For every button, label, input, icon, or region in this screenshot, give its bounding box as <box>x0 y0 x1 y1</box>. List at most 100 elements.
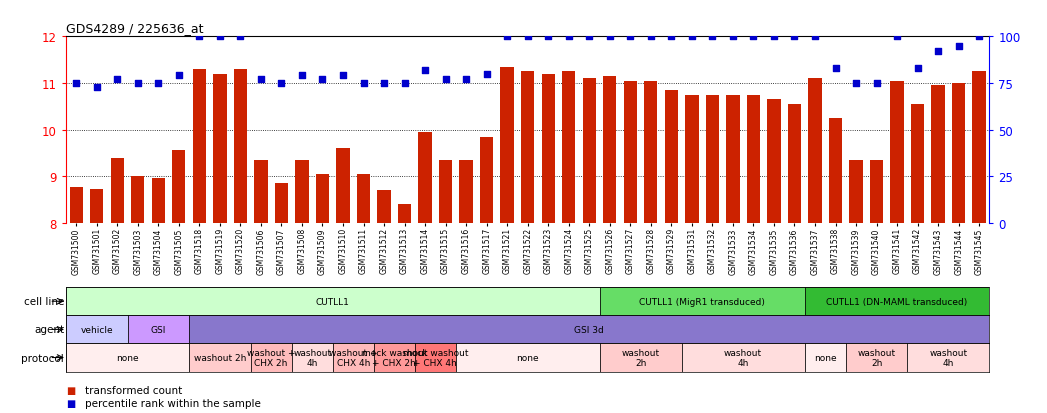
Bar <box>603 77 617 223</box>
Bar <box>908 344 989 372</box>
Bar <box>292 344 333 372</box>
Point <box>930 49 946 55</box>
Text: none: none <box>814 353 837 362</box>
Text: washout
4h: washout 4h <box>293 348 331 367</box>
Point <box>191 34 207 40</box>
Point <box>498 34 515 40</box>
Text: washout +
CHX 2h: washout + CHX 2h <box>247 348 295 367</box>
Point <box>786 34 803 40</box>
Bar <box>624 81 637 223</box>
Point <box>68 81 85 87</box>
Bar <box>952 84 965 223</box>
Bar <box>415 344 455 372</box>
Bar <box>254 161 268 223</box>
Text: washout
4h: washout 4h <box>930 348 967 367</box>
Text: washout
4h: washout 4h <box>725 348 762 367</box>
Bar <box>90 190 104 223</box>
Point <box>745 34 762 40</box>
Point <box>643 34 660 40</box>
Point <box>109 77 126 83</box>
Bar <box>805 344 846 372</box>
Text: percentile rank within the sample: percentile rank within the sample <box>85 398 261 408</box>
Bar <box>66 316 128 344</box>
Bar <box>295 161 309 223</box>
Bar <box>706 95 719 223</box>
Point <box>765 34 782 40</box>
Point <box>273 81 290 87</box>
Bar <box>600 344 682 372</box>
Point <box>171 73 187 80</box>
Text: CUTLL1 (DN-MAML transduced): CUTLL1 (DN-MAML transduced) <box>826 297 967 306</box>
Bar <box>932 86 944 223</box>
Text: GDS4289 / 225636_at: GDS4289 / 225636_at <box>66 21 203 35</box>
Point <box>376 81 393 87</box>
Point <box>519 34 536 40</box>
Bar <box>274 184 288 223</box>
Bar <box>455 344 600 372</box>
Point <box>355 81 372 87</box>
Text: vehicle: vehicle <box>81 325 113 334</box>
Text: agent: agent <box>34 325 64 335</box>
Bar <box>846 344 908 372</box>
Text: GSI: GSI <box>151 325 166 334</box>
Text: none: none <box>116 353 139 362</box>
Bar <box>829 119 842 223</box>
Bar <box>973 72 986 223</box>
Point <box>827 66 844 72</box>
Point <box>130 81 147 87</box>
Bar <box>316 175 329 223</box>
Bar <box>747 95 760 223</box>
Bar <box>190 344 250 372</box>
Bar <box>233 70 247 223</box>
Point <box>684 34 700 40</box>
Text: mock washout
+ CHX 4h: mock washout + CHX 4h <box>403 348 468 367</box>
Point <box>704 34 720 40</box>
Text: ■: ■ <box>66 398 75 408</box>
Bar <box>131 177 144 223</box>
Text: transformed count: transformed count <box>85 385 182 395</box>
Text: none: none <box>516 353 539 362</box>
Point <box>581 34 598 40</box>
Text: CUTLL1: CUTLL1 <box>316 297 350 306</box>
Bar <box>377 191 391 223</box>
Bar <box>398 205 411 223</box>
Text: mock washout
+ CHX 2h: mock washout + CHX 2h <box>361 348 427 367</box>
Point <box>560 34 577 40</box>
Bar <box>541 74 555 223</box>
Text: cell line: cell line <box>24 297 64 306</box>
Bar <box>193 70 206 223</box>
Text: CUTLL1 (MigR1 transduced): CUTLL1 (MigR1 transduced) <box>639 297 765 306</box>
Bar <box>66 344 190 372</box>
Bar <box>357 175 371 223</box>
Bar <box>727 95 739 223</box>
Point <box>150 81 166 87</box>
Bar <box>480 137 493 223</box>
Bar <box>890 81 904 223</box>
Bar <box>682 344 805 372</box>
Bar <box>767 100 781 223</box>
Point <box>293 73 310 80</box>
Text: washout +
CHX 4h: washout + CHX 4h <box>329 348 378 367</box>
Point <box>909 66 926 72</box>
Point <box>971 34 987 40</box>
Bar <box>521 72 534 223</box>
Bar <box>439 161 452 223</box>
Text: ■: ■ <box>66 385 75 395</box>
Bar <box>336 149 350 223</box>
Point <box>438 77 454 83</box>
Point <box>806 34 823 40</box>
Point <box>458 77 474 83</box>
Bar <box>600 287 805 316</box>
Bar <box>172 150 185 223</box>
Point <box>848 81 865 87</box>
Point <box>314 77 331 83</box>
Point <box>211 34 228 40</box>
Bar <box>374 344 415 372</box>
Text: washout 2h: washout 2h <box>194 353 246 362</box>
Text: washout
2h: washout 2h <box>622 348 660 367</box>
Point <box>252 77 269 83</box>
Bar <box>787 104 801 223</box>
Point <box>725 34 741 40</box>
Text: washout
2h: washout 2h <box>857 348 895 367</box>
Point <box>951 43 967 50</box>
